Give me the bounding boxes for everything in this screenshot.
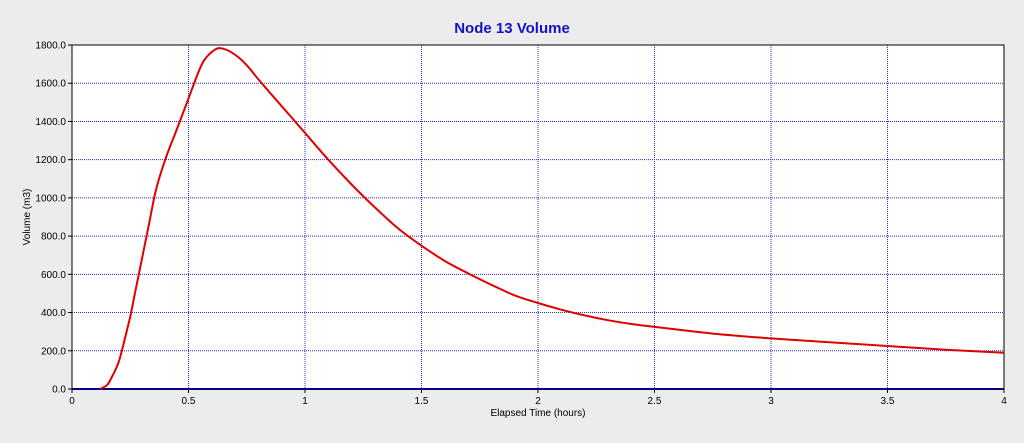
y-tick-label: 1600.0 [35, 79, 66, 90]
x-tick-label: 3 [768, 396, 774, 407]
y-tick-label: 1400.0 [35, 117, 66, 128]
y-tick-label: 1800.0 [35, 41, 66, 52]
y-tick-label: 0.0 [52, 385, 66, 396]
x-axis-title: Elapsed Time (hours) [490, 408, 585, 419]
y-tick-label: 1200.0 [35, 155, 66, 166]
x-tick-label: 2 [535, 396, 541, 407]
y-tick-label: 600.0 [41, 270, 66, 281]
x-tick-label: 0 [69, 396, 75, 407]
x-tick-label: 0.5 [182, 396, 196, 407]
y-tick-label: 1000.0 [35, 193, 66, 204]
x-tick-label: 1 [302, 396, 308, 407]
x-tick-label: 4 [1001, 396, 1007, 407]
x-tick-label: 3.5 [881, 396, 895, 407]
series-line-volume [99, 47, 1005, 390]
y-axis-title: Volume (m3) [22, 189, 33, 246]
x-tick-label: 1.5 [415, 396, 429, 407]
y-tick-label: 800.0 [41, 232, 66, 243]
y-tick-label: 400.0 [41, 308, 66, 319]
y-tick-label: 200.0 [41, 346, 66, 357]
chart-title: Node 13 Volume [454, 20, 570, 37]
x-tick-label: 2.5 [648, 396, 662, 407]
